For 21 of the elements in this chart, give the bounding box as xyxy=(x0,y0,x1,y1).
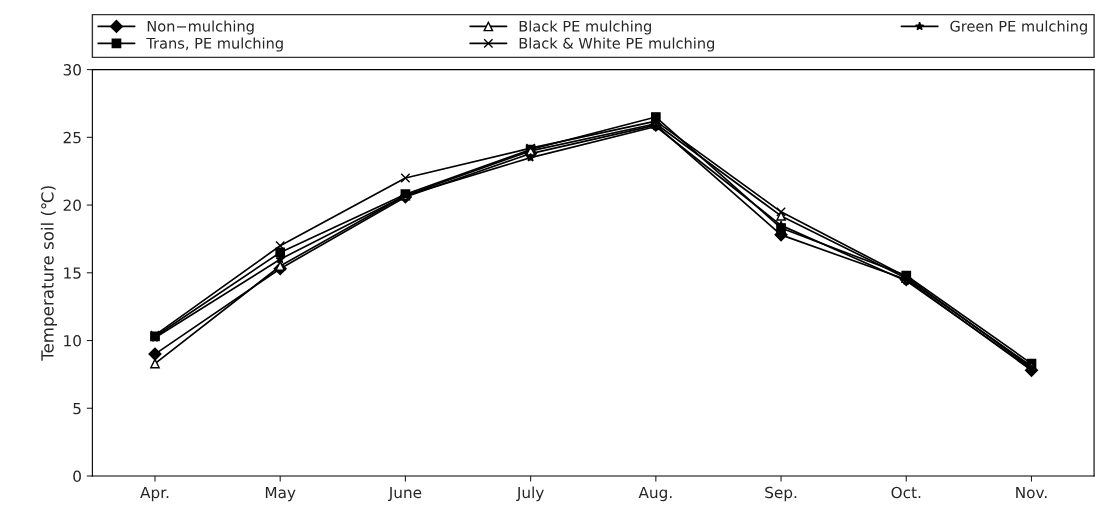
y-tick-label: 5 xyxy=(73,402,81,415)
legend-label: Non−mulching xyxy=(147,20,254,35)
x-tick-label: May xyxy=(265,486,296,502)
y-tick-label: 15 xyxy=(64,267,81,279)
legend-label: Green PE mulching xyxy=(950,20,1087,35)
x-tick-label: Apr. xyxy=(140,486,169,502)
y-tick-label: 25 xyxy=(63,131,81,144)
y-tick-label: 0 xyxy=(73,470,81,483)
y-tick-label: 30 xyxy=(63,64,81,76)
y-tick-label: 20 xyxy=(63,199,81,212)
x-tick-label: June xyxy=(387,486,422,502)
legend-label: Black & White PE mulching xyxy=(519,37,715,52)
y-tick-label: 10 xyxy=(64,334,81,347)
legend-label: Trans, PE mulching xyxy=(146,37,283,52)
x-tick-label: July xyxy=(516,486,544,502)
legend-label: Black PE mulching xyxy=(519,20,651,35)
x-tick-label: Oct. xyxy=(891,486,921,499)
y-axis-title: Temperature soil (℃) xyxy=(40,186,57,361)
x-tick-label: Nov. xyxy=(1016,486,1047,499)
x-tick-label: Aug. xyxy=(638,486,672,502)
x-tick-label: Sep. xyxy=(765,486,797,502)
